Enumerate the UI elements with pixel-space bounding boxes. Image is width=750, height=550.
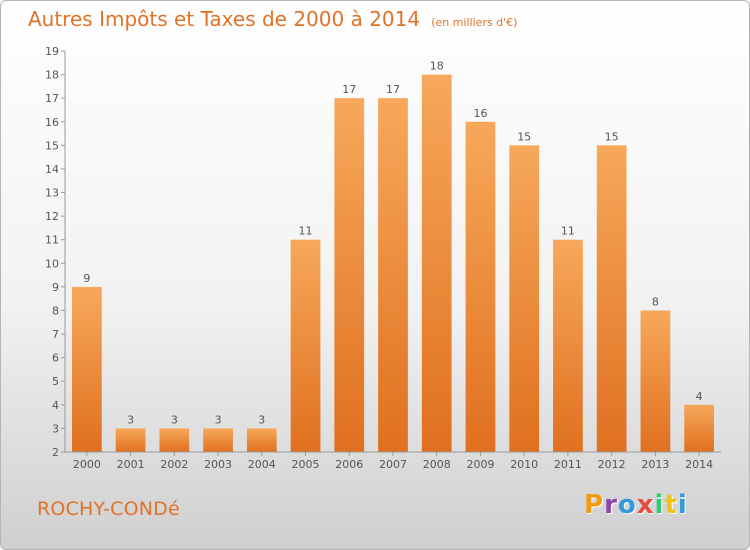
y-tick-label: 12 (45, 210, 59, 223)
x-tick-label: 2012 (598, 458, 626, 471)
x-tick-label: 2007 (379, 458, 407, 471)
x-tick-label: 2000 (73, 458, 101, 471)
y-tick-label: 7 (52, 328, 59, 341)
y-tick-label: 19 (45, 45, 59, 58)
y-tick-label: 5 (52, 375, 59, 388)
data-label: 15 (605, 130, 619, 143)
data-label: 8 (652, 295, 659, 308)
bar (553, 239, 583, 452)
data-label: 18 (430, 60, 444, 73)
y-tick-label: 10 (45, 257, 59, 270)
x-tick-label: 2011 (554, 458, 582, 471)
x-tick-label: 2008 (423, 458, 451, 471)
data-label: 11 (299, 225, 313, 238)
logo-letter: x (636, 490, 655, 520)
bar (596, 145, 627, 452)
y-tick-label: 16 (45, 116, 59, 129)
y-tick-label: 9 (52, 281, 59, 294)
data-label: 16 (473, 107, 487, 120)
bar (290, 239, 321, 452)
bar (159, 428, 190, 452)
logo-letter: r (604, 490, 618, 520)
data-label: 4 (696, 390, 703, 403)
x-tick-label: 2009 (466, 458, 494, 471)
data-label: 15 (517, 130, 531, 143)
bar (334, 98, 365, 453)
x-tick-label: 2010 (510, 458, 538, 471)
bar (203, 428, 233, 452)
data-label: 9 (83, 272, 90, 285)
data-label: 17 (386, 83, 400, 96)
x-tick-label: 2003 (204, 458, 232, 471)
bar (378, 98, 408, 453)
data-label: 17 (342, 83, 356, 96)
x-tick-label: 2006 (335, 458, 363, 471)
bar (246, 428, 277, 452)
x-tick-label: 2013 (641, 458, 669, 471)
data-label: 3 (127, 413, 134, 426)
y-tick-label: 6 (52, 352, 59, 365)
chart-title: Autres Impôts et Taxes de 2000 à 2014 (28, 7, 421, 31)
bar (115, 428, 146, 452)
y-tick-label: 11 (45, 234, 59, 247)
y-tick-label: 18 (45, 69, 59, 82)
x-tick-label: 2001 (117, 458, 145, 471)
chart-unit: (en milliers d'€) (431, 16, 518, 29)
bars-layer: 9 3 3 3 3 11 17 17 18 16 15 11 15 8 4 (71, 60, 715, 453)
proxiti-logo: Proxiti (584, 490, 688, 520)
data-label: 3 (215, 413, 222, 426)
bar (465, 121, 496, 452)
y-tick-label: 14 (45, 163, 59, 176)
data-label: 3 (258, 413, 265, 426)
bar (509, 145, 540, 452)
bar (71, 286, 102, 452)
x-tick-label: 2014 (685, 458, 713, 471)
y-tick-label: 3 (52, 422, 59, 435)
bar (640, 310, 671, 452)
y-tick-label: 2 (52, 446, 59, 459)
y-tick-label: 4 (52, 399, 59, 412)
x-tick-label: 2005 (292, 458, 320, 471)
bar (421, 74, 452, 453)
logo-letter: P (584, 490, 605, 520)
chart-title-line: Autres Impôts et Taxes de 2000 à 2014 (e… (28, 7, 517, 31)
place-name: ROCHY-CONDé (37, 498, 180, 520)
data-label: 3 (171, 413, 178, 426)
y-tick-label: 8 (52, 304, 59, 317)
x-tick-label: 2004 (248, 458, 276, 471)
axis-layer: 2 3 4 5 6 7 8 9 10 11 12 13 14 15 16 17 18 19 2000 2001 2002… (45, 45, 721, 471)
bar (684, 404, 715, 452)
y-tick-label: 17 (45, 92, 59, 105)
logo-letter: i (654, 490, 665, 520)
y-tick-label: 13 (45, 187, 59, 200)
logo-letter: t (664, 490, 678, 520)
logo-letter: i (677, 490, 688, 520)
y-tick-label: 15 (45, 139, 59, 152)
logo-letter: o (617, 490, 637, 520)
x-tick-label: 2002 (160, 458, 188, 471)
data-label: 11 (561, 225, 575, 238)
